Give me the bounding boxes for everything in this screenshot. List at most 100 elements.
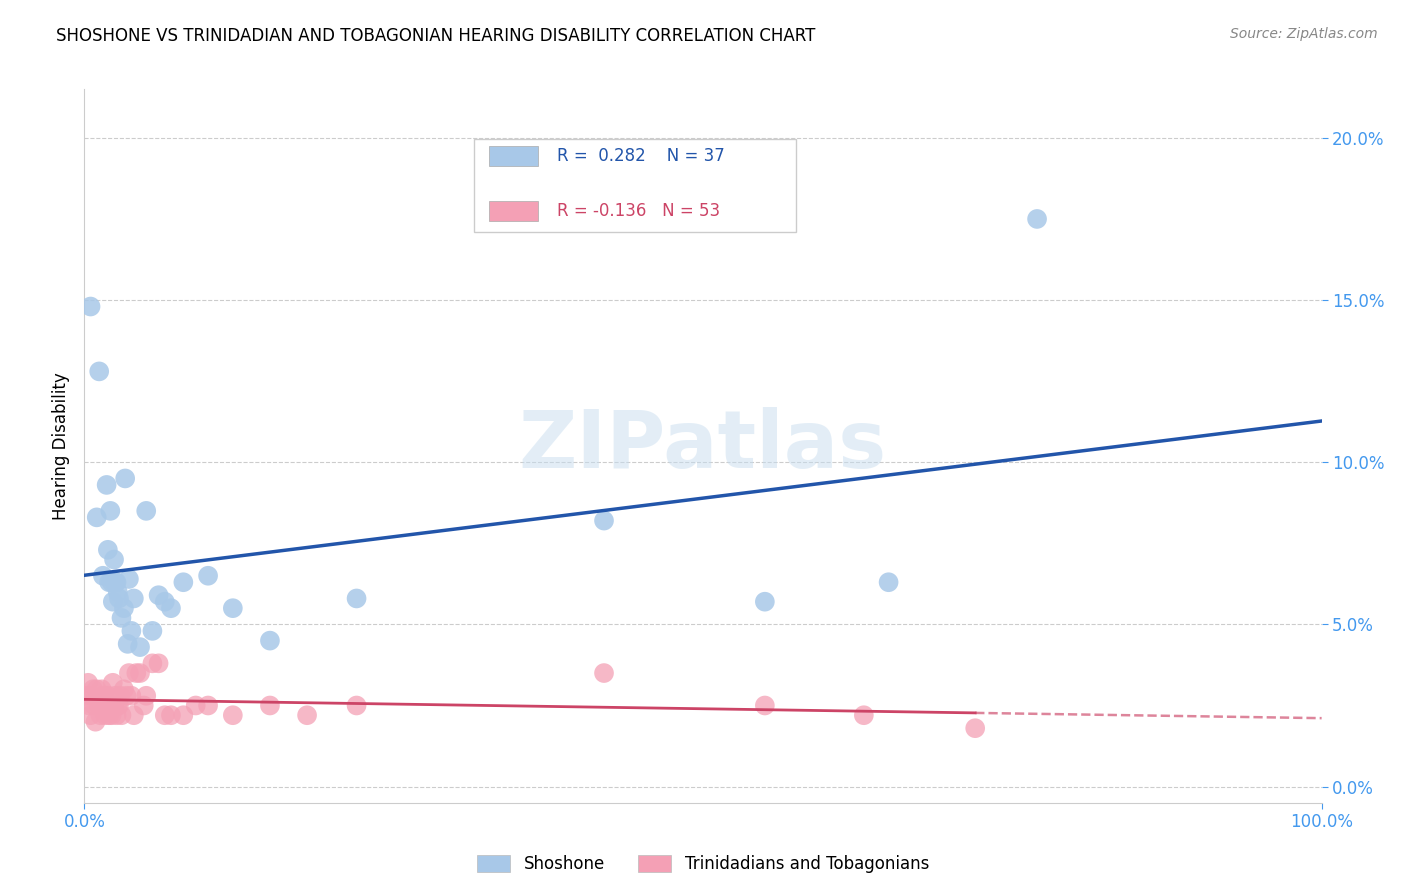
- FancyBboxPatch shape: [474, 139, 796, 232]
- Point: [110, 611, 132, 625]
- Point: [100, 575, 122, 590]
- Point: [172, 708, 194, 723]
- Point: [877, 575, 900, 590]
- Point: [129, 640, 152, 654]
- Point: [184, 698, 207, 713]
- Point: [104, 575, 127, 590]
- Point: [965, 721, 987, 735]
- Point: [148, 657, 170, 671]
- Point: [160, 708, 183, 723]
- Point: [98, 504, 121, 518]
- Point: [86, 510, 108, 524]
- Text: SHOSHONE VS TRINIDADIAN AND TOBAGONIAN HEARING DISABILITY CORRELATION CHART: SHOSHONE VS TRINIDADIAN AND TOBAGONIAN H…: [56, 27, 815, 45]
- Point: [118, 666, 141, 681]
- Point: [852, 708, 875, 723]
- Point: [89, 708, 111, 723]
- Point: [197, 698, 219, 713]
- Point: [148, 588, 170, 602]
- Point: [101, 595, 124, 609]
- Point: [120, 689, 142, 703]
- Point: [222, 601, 245, 615]
- Point: [593, 666, 616, 681]
- Point: [197, 568, 219, 582]
- Point: [86, 682, 108, 697]
- Point: [79, 300, 101, 314]
- Point: [105, 575, 128, 590]
- Point: [129, 666, 152, 681]
- Point: [98, 575, 121, 590]
- Point: [103, 698, 125, 713]
- Point: [97, 542, 120, 557]
- Point: [135, 689, 157, 703]
- Point: [91, 568, 114, 582]
- Point: [107, 585, 129, 599]
- Point: [104, 689, 127, 703]
- Point: [117, 637, 139, 651]
- Point: [114, 471, 136, 485]
- Point: [101, 675, 124, 690]
- Point: [96, 698, 118, 713]
- Point: [346, 591, 368, 606]
- Point: [82, 682, 104, 697]
- Point: [79, 708, 101, 723]
- Point: [259, 698, 281, 713]
- Point: [96, 478, 118, 492]
- Point: [153, 595, 176, 609]
- Point: [153, 708, 176, 723]
- Point: [112, 682, 135, 697]
- Point: [91, 698, 114, 713]
- Point: [110, 708, 132, 723]
- Point: [87, 692, 110, 706]
- Point: [89, 364, 111, 378]
- Point: [115, 689, 138, 703]
- Text: R =  0.282    N = 37: R = 0.282 N = 37: [557, 147, 724, 165]
- Point: [346, 698, 368, 713]
- Point: [122, 591, 145, 606]
- Point: [94, 708, 117, 723]
- Point: [122, 708, 145, 723]
- Text: R = -0.136   N = 53: R = -0.136 N = 53: [557, 202, 720, 220]
- Point: [135, 504, 157, 518]
- Point: [89, 698, 111, 713]
- Point: [259, 633, 281, 648]
- Point: [98, 698, 121, 713]
- Text: Source: ZipAtlas.com: Source: ZipAtlas.com: [1230, 27, 1378, 41]
- Point: [76, 689, 98, 703]
- Point: [100, 708, 122, 723]
- Point: [84, 714, 107, 729]
- Point: [222, 708, 245, 723]
- Point: [754, 595, 776, 609]
- Point: [98, 708, 121, 723]
- FancyBboxPatch shape: [489, 146, 538, 166]
- Point: [120, 624, 142, 638]
- Point: [1026, 211, 1049, 226]
- Point: [105, 708, 128, 723]
- Point: [112, 601, 135, 615]
- Point: [77, 675, 100, 690]
- Point: [132, 698, 155, 713]
- Legend: Shoshone, Trinidadians and Tobagonians: Shoshone, Trinidadians and Tobagonians: [470, 848, 936, 880]
- Point: [118, 572, 141, 586]
- Point: [108, 591, 131, 606]
- Point: [108, 698, 131, 713]
- Point: [103, 552, 125, 566]
- Point: [110, 689, 132, 703]
- Point: [80, 689, 103, 703]
- Point: [295, 708, 318, 723]
- Point: [90, 682, 112, 697]
- Point: [160, 601, 183, 615]
- FancyBboxPatch shape: [489, 202, 538, 221]
- Point: [141, 657, 163, 671]
- Point: [97, 689, 120, 703]
- Y-axis label: Hearing Disability: Hearing Disability: [52, 372, 70, 520]
- Point: [593, 514, 616, 528]
- Point: [141, 624, 163, 638]
- Point: [125, 666, 148, 681]
- Text: ZIPatlas: ZIPatlas: [519, 407, 887, 485]
- Point: [107, 698, 129, 713]
- Point: [172, 575, 194, 590]
- Point: [79, 698, 101, 713]
- Point: [83, 698, 105, 713]
- Point: [754, 698, 776, 713]
- Point: [93, 689, 115, 703]
